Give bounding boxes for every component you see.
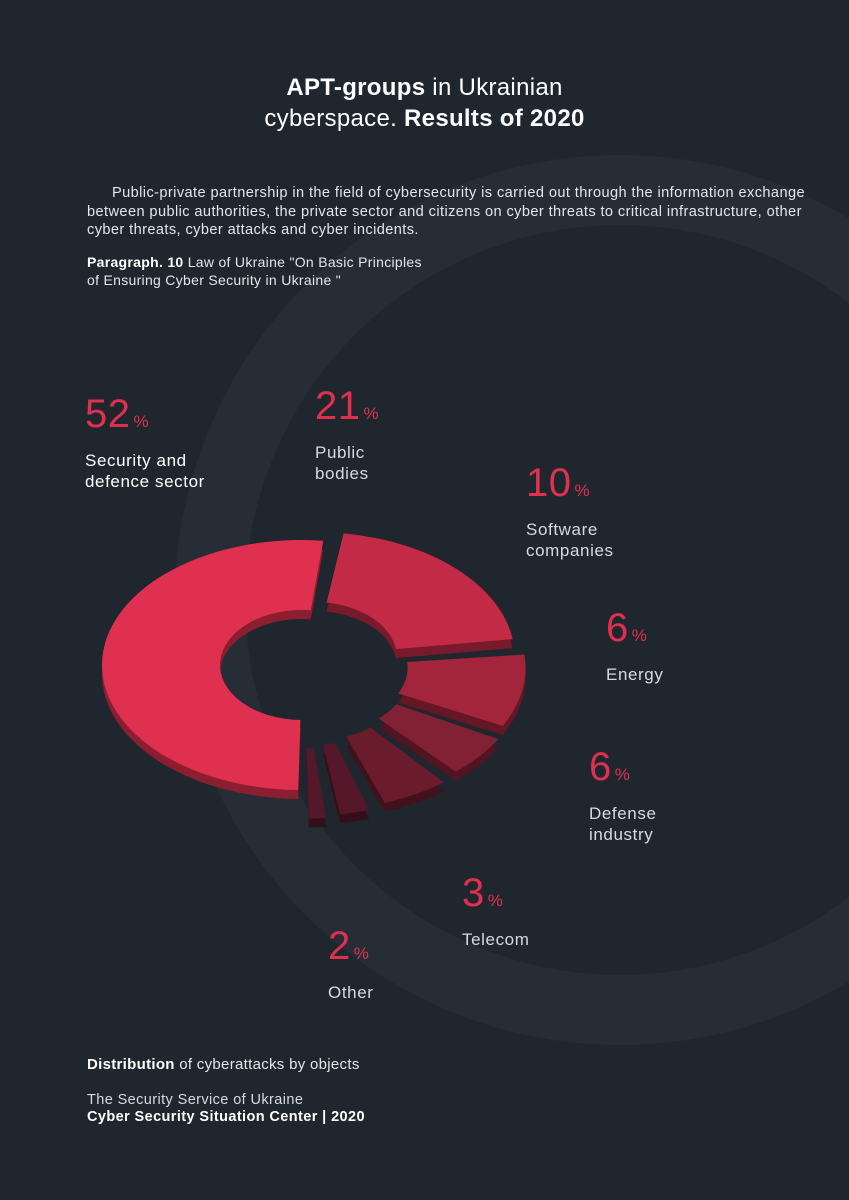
percent-sign: % bbox=[133, 412, 150, 431]
category-percent-5: 3% bbox=[462, 871, 504, 915]
slice-6 bbox=[306, 748, 327, 828]
caption-bold: Distribution bbox=[87, 1056, 175, 1073]
category-name-5: Telecom bbox=[462, 930, 530, 949]
title-regular-1: in Ukrainian bbox=[425, 74, 563, 101]
slice-top-1 bbox=[326, 533, 513, 650]
percent-sign: % bbox=[574, 481, 591, 500]
percent-sign: % bbox=[363, 404, 380, 423]
slice-0 bbox=[102, 540, 324, 799]
title-regular-2: cyberspace. bbox=[264, 105, 405, 132]
category-name-3: Energy bbox=[606, 665, 664, 684]
category-label-1: 21% Public bodies bbox=[315, 386, 379, 484]
category-name-1: Public bodies bbox=[315, 443, 369, 483]
slice-4 bbox=[346, 727, 444, 812]
category-label-4: 6% Defense industry bbox=[589, 747, 657, 845]
source-bold: Paragraph. 10 bbox=[87, 254, 184, 270]
category-name-2: Software companies bbox=[526, 520, 614, 560]
slice-top-5 bbox=[322, 743, 370, 815]
footer-organization: The Security Service of Ukraine bbox=[87, 1092, 304, 1108]
category-percent-0: 52% bbox=[85, 392, 150, 436]
source-line-2: of Ensuring Cyber Security in Ukraine " bbox=[87, 272, 341, 288]
percent-sign: % bbox=[353, 944, 370, 963]
category-percent-4: 6% bbox=[589, 745, 631, 789]
source-citation: Paragraph. 10 Law of Ukraine "On Basic P… bbox=[87, 253, 527, 289]
slice-5 bbox=[322, 743, 370, 824]
title-bold-2: Results of 2020 bbox=[404, 105, 585, 132]
category-percent-3: 6% bbox=[606, 606, 648, 650]
percent-sign: % bbox=[614, 765, 631, 784]
slice-top-4 bbox=[346, 727, 444, 803]
category-name-6: Other bbox=[328, 983, 374, 1002]
slice-top-6 bbox=[306, 748, 327, 819]
percent-sign: % bbox=[487, 891, 504, 910]
intro-paragraph: Public-private partnership in the field … bbox=[87, 185, 805, 238]
category-label-5: 3% Telecom bbox=[462, 873, 530, 950]
category-name-0: Security and defence sector bbox=[85, 451, 205, 491]
slice-top-3 bbox=[378, 704, 499, 772]
percent-sign: % bbox=[631, 626, 648, 645]
category-label-6: 2% Other bbox=[328, 926, 374, 1003]
category-name-4: Defense industry bbox=[589, 804, 657, 844]
slice-1 bbox=[326, 533, 513, 659]
category-label-0: 52% Security and defence sector bbox=[85, 394, 205, 492]
category-percent-1: 21% bbox=[315, 384, 380, 428]
slice-2 bbox=[398, 654, 526, 735]
source-line-1: Law of Ukraine "On Basic Principles bbox=[183, 254, 422, 270]
title-bold-1: APT-groups bbox=[286, 74, 426, 101]
category-percent-6: 2% bbox=[328, 924, 370, 968]
page-title: APT-groups in Ukrainian cyberspace. Resu… bbox=[0, 72, 849, 134]
category-label-2: 10% Software companies bbox=[526, 463, 614, 561]
slice-top-2 bbox=[398, 654, 526, 726]
category-label-3: 6% Energy bbox=[606, 608, 663, 685]
footer-center: Cyber Security Situation Center | 2020 bbox=[87, 1109, 365, 1125]
caption-rest: of cyberattacks by objects bbox=[174, 1056, 360, 1073]
slice-3 bbox=[378, 704, 499, 781]
category-percent-2: 10% bbox=[526, 461, 591, 505]
chart-caption: Distribution of cyberattacks by objects bbox=[87, 1056, 360, 1073]
slice-top-0 bbox=[102, 540, 324, 790]
